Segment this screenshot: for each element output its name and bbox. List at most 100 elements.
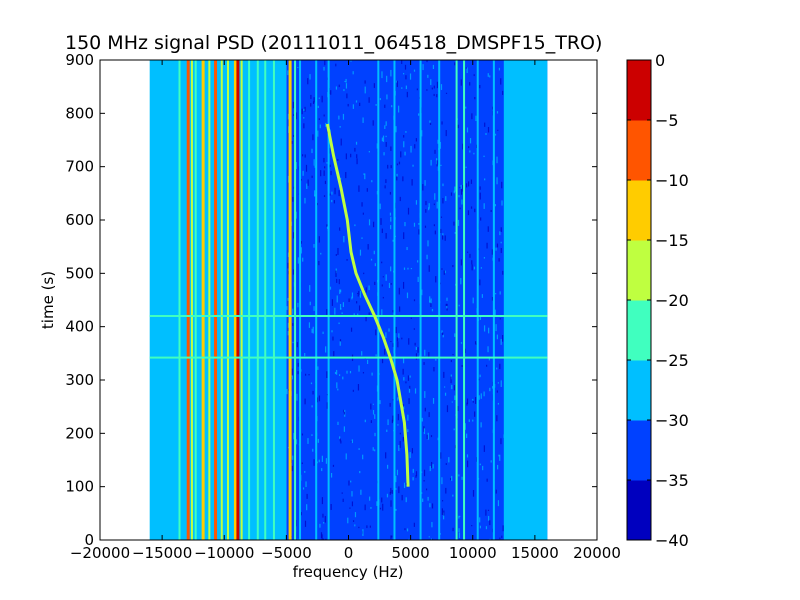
noise-speck (390, 225, 392, 230)
noise-speck (433, 85, 435, 89)
noise-speck (358, 526, 360, 529)
noise-speck (474, 208, 476, 213)
noise-speck (368, 312, 370, 315)
noise-speck (453, 428, 455, 431)
noise-speck (496, 111, 499, 114)
noise-speck (489, 387, 491, 392)
noise-speck (358, 185, 360, 192)
noise-speck (321, 455, 323, 462)
noise-speck (343, 426, 345, 432)
noise-speck (425, 200, 427, 206)
noise-speck (399, 432, 401, 435)
noise-speck (395, 126, 397, 133)
noise-speck (451, 475, 453, 481)
noise-speck (449, 477, 452, 481)
noise-speck (370, 258, 373, 261)
noise-speck (469, 253, 471, 258)
noise-speck (423, 428, 426, 435)
noise-speck (417, 260, 419, 263)
noise-speck (499, 318, 501, 320)
noise-speck (433, 224, 435, 227)
noise-speck (355, 141, 358, 145)
noise-speck (501, 334, 504, 342)
noise-speck (307, 78, 309, 85)
noise-speck (457, 406, 459, 412)
noise-speck (413, 222, 416, 227)
noise-speck (431, 522, 433, 528)
noise-speck (405, 497, 407, 503)
noise-speck (424, 349, 426, 356)
heatmap-region (149, 60, 287, 540)
noise-speck (385, 332, 387, 339)
noise-speck (384, 185, 386, 189)
noise-speck (491, 249, 493, 255)
noise-speck (444, 270, 446, 274)
noise-speck (402, 403, 404, 407)
noise-speck (452, 527, 454, 532)
noise-speck (293, 432, 295, 440)
noise-speck (462, 143, 464, 150)
noise-speck (413, 328, 415, 330)
noise-speck (300, 247, 302, 254)
noise-speck (386, 429, 388, 432)
noise-speck (466, 454, 469, 458)
noise-speck (399, 196, 401, 202)
noise-speck (335, 63, 337, 67)
noise-speck (432, 64, 435, 69)
noise-speck (325, 346, 327, 353)
noise-speck (385, 121, 387, 126)
noise-speck (418, 229, 420, 235)
noise-speck (433, 366, 435, 372)
noise-speck (335, 254, 337, 256)
noise-speck (379, 203, 381, 210)
noise-speck (364, 173, 366, 180)
noise-speck (335, 86, 338, 90)
noise-speck (302, 257, 304, 262)
noise-speck (390, 216, 392, 222)
noise-speck (431, 308, 434, 312)
noise-speck (408, 398, 410, 405)
noise-speck (434, 149, 436, 154)
noise-speck (397, 341, 399, 348)
noise-speck (407, 267, 409, 270)
noise-speck (313, 97, 315, 103)
signal-line (463, 60, 466, 540)
noise-speck (476, 144, 478, 149)
noise-speck (472, 297, 474, 304)
noise-speck (336, 295, 338, 303)
noise-speck (471, 113, 473, 120)
noise-speck (376, 143, 378, 149)
x-tick-label: −10000 (194, 544, 254, 562)
noise-speck (497, 382, 499, 384)
noise-speck (427, 240, 429, 247)
noise-speck (495, 247, 497, 251)
y-tick-label: 800 (65, 104, 94, 122)
noise-speck (324, 180, 327, 185)
noise-speck (322, 513, 324, 518)
colorbar-tick-label: −30 (655, 411, 689, 430)
noise-speck (445, 487, 447, 494)
noise-speck (403, 135, 405, 138)
noise-speck (474, 97, 476, 100)
noise-speck (431, 461, 433, 468)
noise-speck (406, 292, 409, 299)
noise-speck (499, 363, 501, 370)
noise-speck (480, 217, 482, 221)
noise-speck (310, 382, 313, 385)
noise-speck (429, 503, 431, 508)
noise-speck (451, 401, 453, 403)
colorbar-tick-label: −35 (655, 471, 689, 490)
noise-speck (417, 347, 419, 353)
noise-speck (296, 393, 298, 401)
noise-speck (317, 438, 319, 443)
noise-speck (390, 500, 392, 507)
noise-speck (397, 397, 399, 401)
noise-speck (339, 438, 341, 442)
noise-speck (287, 297, 289, 301)
noise-speck (471, 525, 473, 527)
noise-speck (427, 74, 429, 78)
noise-speck (442, 233, 444, 236)
noise-speck (409, 452, 411, 459)
noise-speck (484, 178, 486, 181)
noise-speck (302, 170, 304, 176)
